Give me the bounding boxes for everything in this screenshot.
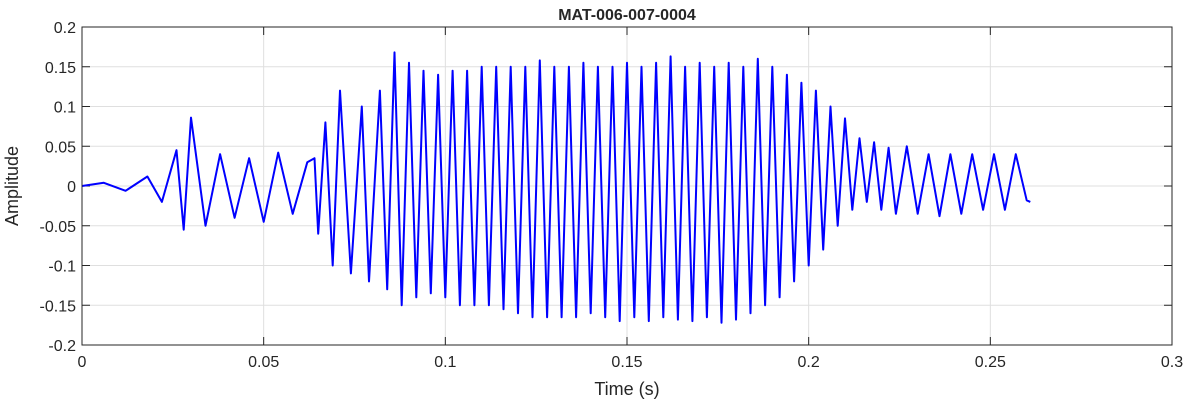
- x-tick-label: 0: [78, 354, 87, 371]
- y-tick-label: 0: [67, 179, 76, 196]
- x-tick-label: 0.25: [975, 354, 1006, 371]
- y-tick-label: -0.1: [48, 259, 76, 276]
- y-tick-label: 0.1: [54, 100, 76, 117]
- x-axis-label: Time (s): [594, 379, 659, 399]
- y-axis-label: Amplitude: [2, 146, 22, 226]
- y-tick-label: -0.2: [48, 338, 76, 355]
- ticks: 0 0.05 0.1 0.15 0.2 0.25 0.30.20.150.10.050-0.…: [40, 20, 1184, 371]
- x-tick-label: 0.05: [248, 354, 279, 371]
- chart-title: MAT-006-007-0004: [558, 7, 696, 24]
- x-tick-label: 0.1: [434, 354, 456, 371]
- waveform-line: [81, 51, 1031, 324]
- y-tick-label: 0.2: [54, 20, 76, 37]
- y-tick-label: -0.05: [40, 219, 77, 236]
- y-tick-label: -0.15: [40, 298, 77, 315]
- series-layer: [81, 51, 1031, 324]
- x-tick-label: 0.15: [611, 354, 642, 371]
- y-tick-label: 0.05: [45, 139, 76, 156]
- x-tick-label: 0.2: [798, 354, 820, 371]
- x-tick-label: 0.3: [1161, 354, 1183, 371]
- y-tick-label: 0.15: [45, 60, 76, 77]
- axes-box: [81, 26, 1173, 346]
